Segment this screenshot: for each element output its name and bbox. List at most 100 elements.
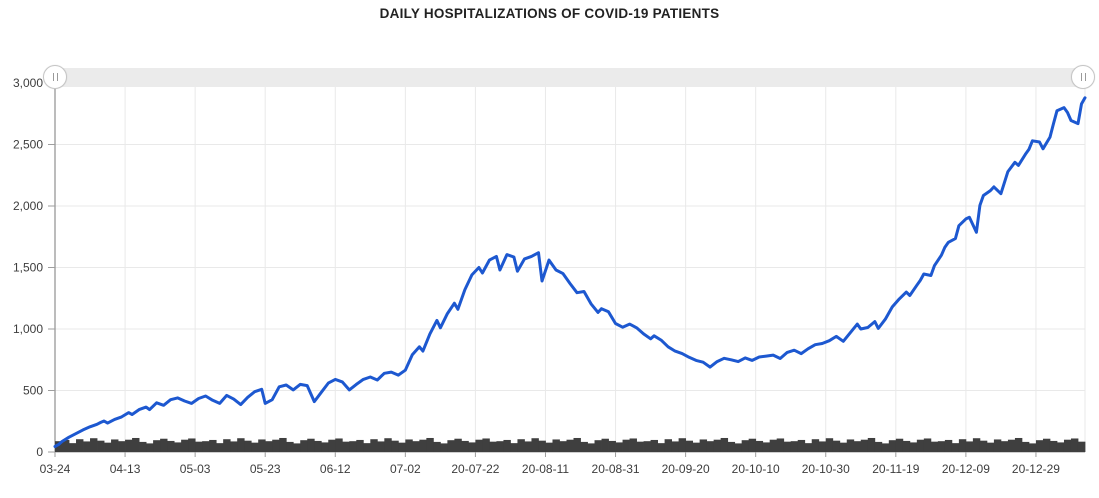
column-bar — [328, 439, 336, 452]
column-bar — [580, 441, 588, 452]
column-bar — [510, 443, 518, 452]
column-bar — [930, 441, 939, 452]
column-bar — [622, 439, 630, 452]
column-bar — [447, 440, 455, 452]
column-bar — [874, 441, 883, 452]
column-bar — [125, 439, 133, 452]
column-bar — [566, 439, 574, 452]
column-bar — [601, 438, 609, 452]
column-bar — [699, 439, 708, 452]
column-bar — [734, 443, 743, 452]
x-range-scrollbar[interactable] — [55, 68, 1085, 87]
x-axis-label: 03-24 — [40, 462, 71, 476]
column-bar — [755, 440, 764, 452]
column-bar — [461, 440, 469, 452]
y-axis-label: 500 — [23, 384, 43, 398]
column-bar — [454, 438, 462, 452]
column-bar — [965, 441, 974, 452]
column-bar — [867, 437, 876, 452]
column-bar — [951, 443, 960, 452]
column-bar — [174, 442, 182, 452]
column-bar — [524, 441, 532, 452]
x-axis-label: 20-12-29 — [1012, 462, 1060, 476]
column-bar — [594, 440, 602, 452]
column-bar — [475, 439, 483, 452]
column-bar — [608, 440, 616, 452]
x-axis-label: 20-08-31 — [592, 462, 640, 476]
column-bar — [846, 439, 855, 452]
column-bar — [986, 442, 995, 452]
column-bar — [664, 439, 672, 452]
column-bar — [139, 441, 147, 452]
column-bar — [916, 439, 925, 452]
column-bar — [370, 439, 378, 452]
column-bar — [741, 440, 750, 452]
column-bar — [1035, 440, 1044, 452]
column-bar — [307, 438, 315, 452]
y-axis-label: 3,000 — [13, 76, 43, 90]
column-bar — [531, 438, 539, 452]
column-bar — [482, 438, 490, 452]
column-bar — [76, 439, 84, 452]
x-axis-label: 20-07-22 — [451, 462, 499, 476]
hospitalizations-line — [53, 96, 1087, 448]
column-bar — [111, 439, 119, 452]
column-bar — [629, 438, 637, 452]
column-bar — [69, 443, 77, 452]
y-axis-label: 2,500 — [13, 138, 43, 152]
column-bar — [272, 439, 280, 452]
column-bar — [468, 442, 476, 452]
column-bar — [517, 439, 525, 452]
column-bar — [216, 443, 224, 452]
column-bar — [825, 438, 834, 452]
column-bar — [720, 437, 729, 452]
column-bar — [440, 443, 448, 452]
column-bar — [727, 441, 736, 452]
column-bar — [62, 439, 70, 452]
column-bar — [188, 438, 196, 452]
grip-lines-icon — [1080, 73, 1086, 81]
column-bar — [797, 439, 806, 452]
column-bar — [195, 441, 203, 452]
column-bar — [888, 440, 897, 452]
column-bar — [489, 441, 497, 452]
column-bar — [636, 441, 644, 452]
column-bar — [97, 440, 105, 452]
column-bar — [538, 440, 546, 452]
scrollbar-left-grip[interactable] — [43, 65, 67, 89]
chart-title: DAILY HOSPITALIZATIONS OF COVID-19 PATIE… — [379, 6, 720, 21]
column-bar — [1077, 441, 1086, 452]
column-bar — [972, 438, 981, 452]
column-bar — [398, 442, 406, 452]
y-axis-label: 2,000 — [13, 199, 43, 213]
column-bar — [1063, 439, 1072, 452]
column-bar — [405, 439, 413, 452]
column-bar — [433, 441, 441, 452]
column-bar — [804, 443, 813, 452]
y-axis-label: 0 — [36, 445, 43, 459]
column-bar — [860, 439, 869, 452]
column-bar — [244, 440, 252, 452]
column-bar — [685, 440, 694, 452]
column-bar — [258, 439, 266, 452]
column-bar — [223, 439, 231, 452]
column-bar — [286, 441, 294, 452]
column-bar — [90, 438, 98, 452]
scrollbar-right-grip[interactable] — [1071, 65, 1095, 89]
column-bar — [811, 439, 820, 452]
x-axis-label: 05-23 — [250, 462, 281, 476]
column-bar — [573, 437, 581, 452]
column-bar — [104, 442, 112, 452]
column-bar — [342, 441, 350, 452]
column-bar — [1028, 443, 1037, 452]
column-bar — [650, 439, 658, 452]
column-bar — [1070, 438, 1079, 452]
column-bar — [335, 438, 343, 452]
column-bar — [363, 443, 371, 452]
column-bar — [657, 443, 665, 452]
column-bar — [349, 441, 357, 452]
column-bar — [1021, 441, 1030, 452]
column-bar — [958, 439, 967, 452]
